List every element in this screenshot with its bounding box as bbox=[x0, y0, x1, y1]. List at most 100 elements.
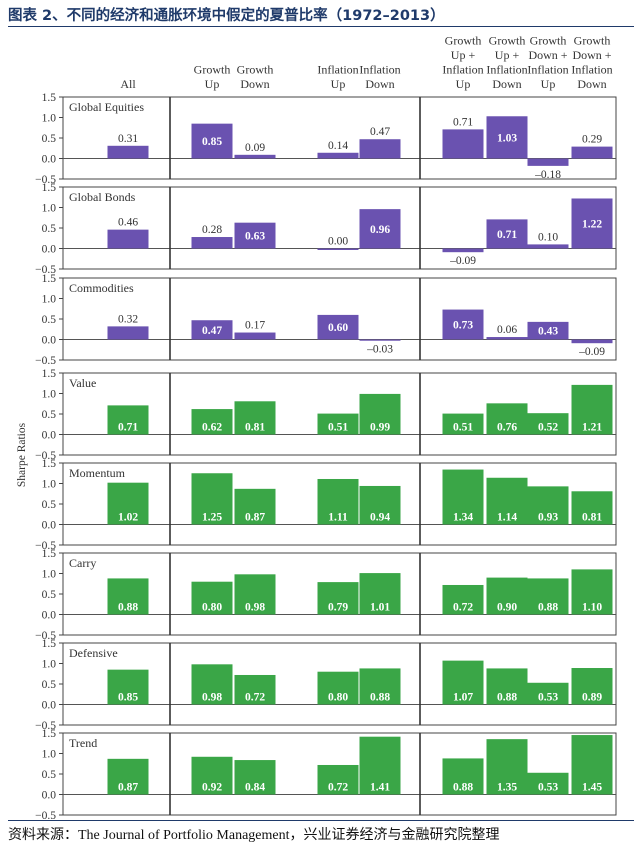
y-tick-label: 1.5 bbox=[42, 273, 57, 285]
bar bbox=[234, 401, 276, 435]
data-label: 0.80 bbox=[328, 692, 348, 704]
data-label: 1.11 bbox=[328, 512, 348, 524]
data-label: 0.06 bbox=[497, 324, 517, 336]
bar bbox=[527, 158, 569, 166]
data-label: 0.53 bbox=[538, 692, 558, 704]
y-tick-label: 0.5 bbox=[42, 409, 57, 421]
panel-frame bbox=[62, 186, 617, 270]
data-label: –0.18 bbox=[534, 169, 561, 181]
y-tick-label: −0.5 bbox=[35, 355, 56, 367]
data-label: 0.94 bbox=[370, 512, 390, 524]
y-tick-label: 0.0 bbox=[42, 700, 57, 712]
bar bbox=[527, 772, 569, 795]
y-tick-label: 1.0 bbox=[42, 203, 57, 215]
bar bbox=[571, 339, 613, 344]
data-label: 0.84 bbox=[245, 782, 265, 794]
source-note: 资料来源：The Journal of Portfolio Management… bbox=[8, 828, 500, 843]
bar bbox=[359, 573, 401, 615]
y-tick-label: 0.0 bbox=[42, 335, 57, 347]
y-tick-label: 1.0 bbox=[42, 389, 57, 401]
bar bbox=[571, 384, 613, 435]
y-tick-label: 1.5 bbox=[42, 638, 57, 650]
bar bbox=[107, 578, 149, 615]
data-label: 1.14 bbox=[497, 512, 517, 524]
bar bbox=[317, 314, 359, 340]
data-label: 0.62 bbox=[202, 422, 222, 434]
bar bbox=[442, 660, 484, 705]
data-label: 0.32 bbox=[118, 313, 138, 325]
bar bbox=[527, 486, 569, 525]
category-header: Growth bbox=[489, 34, 526, 48]
bar bbox=[234, 760, 276, 795]
data-label: 0.81 bbox=[582, 512, 602, 524]
category-header: Down bbox=[240, 77, 269, 91]
data-label: 0.31 bbox=[118, 133, 138, 145]
data-label: 0.72 bbox=[245, 692, 265, 704]
y-tick-label: 1.5 bbox=[42, 92, 57, 104]
data-label: 0.88 bbox=[118, 602, 138, 614]
bar bbox=[317, 478, 359, 525]
bar bbox=[571, 569, 613, 615]
data-label: 0.72 bbox=[453, 602, 473, 614]
bar bbox=[191, 473, 233, 525]
bar bbox=[442, 584, 484, 615]
bar bbox=[571, 668, 613, 705]
y-tick-label: 1.5 bbox=[42, 548, 57, 560]
data-label: 0.88 bbox=[370, 692, 390, 704]
category-header: Down bbox=[492, 77, 521, 91]
y-tick-label: −0.5 bbox=[35, 720, 56, 732]
bar bbox=[486, 219, 528, 249]
bar bbox=[317, 248, 359, 250]
data-label: 1.03 bbox=[497, 132, 517, 144]
y-tick-label: 0.0 bbox=[42, 430, 57, 442]
bar bbox=[486, 668, 528, 705]
data-label: 0.17 bbox=[245, 320, 265, 332]
y-tick-label: 0.0 bbox=[42, 520, 57, 532]
data-label: 0.47 bbox=[370, 126, 390, 138]
category-header: Inflation bbox=[571, 63, 612, 77]
bar bbox=[234, 674, 276, 705]
bar bbox=[486, 577, 528, 615]
category-header: Growth bbox=[237, 63, 274, 77]
y-tick-label: 0.5 bbox=[42, 589, 57, 601]
panel-name: Carry bbox=[69, 556, 96, 570]
bar bbox=[486, 116, 528, 159]
data-label: –0.09 bbox=[449, 255, 476, 267]
title-divider bbox=[8, 26, 634, 27]
category-header: Up bbox=[456, 77, 471, 91]
bar bbox=[234, 574, 276, 615]
bar bbox=[359, 139, 401, 159]
bar bbox=[107, 669, 149, 705]
data-label: 1.02 bbox=[118, 512, 138, 524]
bar bbox=[359, 339, 401, 341]
category-header: Growth bbox=[574, 34, 611, 48]
panel-name: Commodities bbox=[69, 281, 134, 295]
data-label: 0.28 bbox=[202, 224, 222, 236]
page-title: 图表 2、不同的经济和通胀环境中假定的夏普比率（1972–2013） bbox=[8, 8, 445, 24]
bar bbox=[359, 736, 401, 795]
y-tick-label: −0.5 bbox=[35, 630, 56, 642]
data-label: 0.88 bbox=[538, 602, 558, 614]
panel-name: Global Bonds bbox=[69, 190, 136, 204]
data-label: 0.85 bbox=[118, 692, 138, 704]
bar bbox=[317, 582, 359, 615]
y-tick-label: 1.5 bbox=[42, 368, 57, 380]
data-label: 0.71 bbox=[453, 116, 473, 128]
y-tick-label: 0.5 bbox=[42, 223, 57, 235]
source-divider bbox=[8, 820, 634, 821]
y-tick-label: 1.5 bbox=[42, 182, 57, 194]
category-header: Up + bbox=[451, 48, 476, 62]
data-label: 0.43 bbox=[538, 326, 558, 338]
bar bbox=[571, 735, 613, 795]
y-tick-label: −0.5 bbox=[35, 450, 56, 462]
bar bbox=[442, 248, 484, 253]
bar bbox=[527, 244, 569, 249]
category-header: Down + bbox=[528, 48, 567, 62]
y-tick-label: −0.5 bbox=[35, 264, 56, 276]
data-label: 1.34 bbox=[453, 512, 473, 524]
data-label: 1.22 bbox=[582, 218, 602, 230]
data-label: –0.09 bbox=[578, 346, 605, 358]
data-label: 0.14 bbox=[328, 140, 348, 152]
category-header: Down + bbox=[572, 48, 611, 62]
